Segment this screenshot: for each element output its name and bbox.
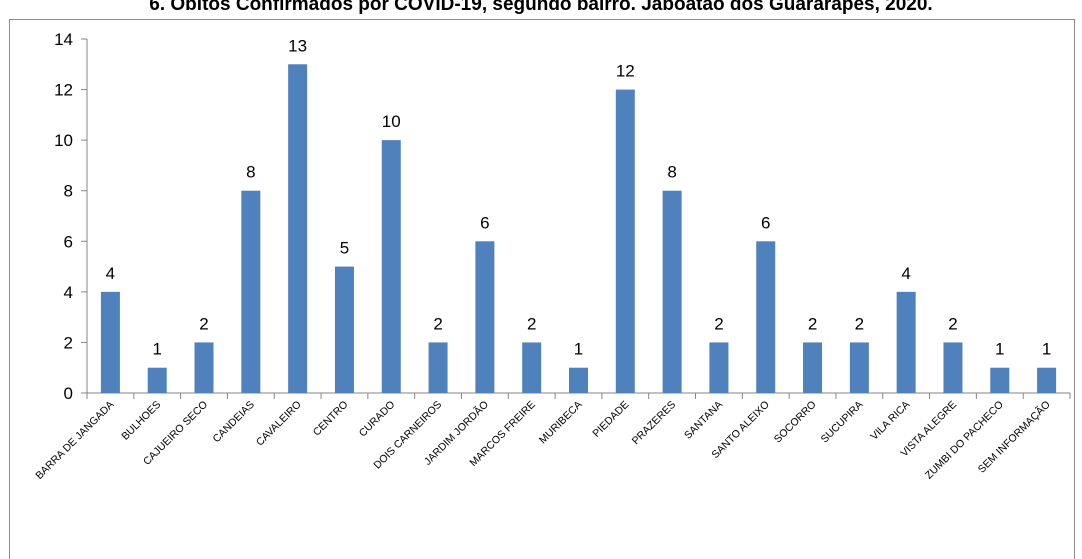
x-tick-label: PIEDADE [590,399,631,440]
x-tick-label: BULHOES [119,399,163,443]
data-label: 5 [340,239,349,258]
bar [475,241,495,393]
x-tick-label: PRAZERES [630,399,679,448]
data-label: 12 [616,62,635,81]
chart-title: 6. Óbitos Confirmados por COVID-19, segu… [149,0,933,15]
data-label: 2 [527,314,536,333]
bar [334,266,354,393]
bar [756,241,776,393]
data-label: 13 [288,36,307,55]
x-tick-label: SUCUPIRA [819,399,866,446]
data-label: 8 [246,163,255,182]
x-tick-label: MURIBECA [537,399,585,447]
y-tick-label: 6 [64,232,73,251]
bar [428,342,448,393]
y-tick-label: 8 [64,182,73,201]
bar [803,342,823,393]
y-tick-label: 10 [54,131,73,150]
bar [615,89,635,394]
x-tick-label: SANTANA [682,399,725,442]
x-tick-label: CURADO [357,399,398,440]
data-label: 4 [901,264,910,283]
x-tick-label: SOCORRO [772,399,819,446]
data-label: 6 [480,213,489,232]
x-tick-label: CANDEIAS [211,399,257,445]
x-tick-label: ZUMBI DO PACHECO [923,399,1006,482]
y-tick-label: 0 [64,384,73,403]
data-label: 10 [382,112,401,131]
bar [100,291,120,393]
x-tick-label: CAVALEIRO [254,399,304,449]
data-label: 1 [1042,340,1051,359]
bar [990,367,1010,393]
y-tick-label: 2 [64,333,73,352]
bar [147,367,167,393]
data-label: 1 [152,340,161,359]
bar [943,342,963,393]
data-label: 2 [714,314,723,333]
bar [1037,367,1057,393]
data-label: 2 [199,314,208,333]
data-label: 2 [948,314,957,333]
data-label: 1 [574,340,583,359]
x-tick-label: BARRA DE JANGADA [33,399,116,482]
y-tick-label: 14 [54,30,73,49]
bar [896,291,916,393]
x-tick-label: CENTRO [311,399,351,439]
bar [288,64,308,394]
data-label: 2 [808,314,817,333]
bar [241,190,261,393]
data-label: 2 [855,314,864,333]
bar [662,190,682,393]
bar [194,342,214,393]
bar [522,342,542,393]
data-label: 1 [995,340,1004,359]
data-label: 6 [761,213,770,232]
bar [709,342,729,393]
data-label: 4 [106,264,115,283]
chart-frame [9,19,1075,559]
bar [569,367,588,393]
bar [849,342,869,393]
y-tick-label: 4 [64,283,73,302]
y-tick-label: 12 [54,81,73,100]
x-tick-label: VILA RICA [868,399,912,443]
data-label: 8 [667,163,676,182]
data-label: 2 [433,314,442,333]
bar [381,140,401,393]
